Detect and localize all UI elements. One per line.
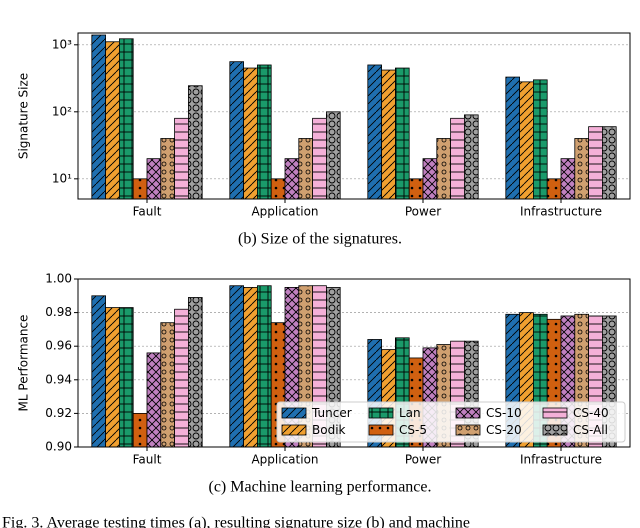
legend-label: Lan bbox=[399, 406, 421, 420]
y-tick-label: 10¹ bbox=[52, 171, 72, 185]
legend-box bbox=[276, 401, 626, 443]
y-tick-label: 0.90 bbox=[45, 440, 72, 454]
legend-label: Tuncer bbox=[311, 406, 352, 420]
x-tick-label: Infrastructure bbox=[520, 453, 602, 467]
bar bbox=[270, 178, 286, 200]
bar bbox=[560, 158, 576, 200]
bar bbox=[505, 76, 520, 200]
bar bbox=[243, 286, 258, 448]
legend-swatch bbox=[455, 407, 481, 419]
y-tick-label: 0.98 bbox=[45, 305, 72, 319]
bar bbox=[381, 69, 396, 200]
y-tick-label: 10³ bbox=[52, 37, 72, 51]
bar bbox=[105, 41, 120, 200]
legend-label: CS-All bbox=[573, 423, 608, 437]
legend-label: CS-40 bbox=[573, 406, 609, 420]
y-tick-label: 1.00 bbox=[45, 272, 72, 286]
legend-swatch bbox=[368, 407, 394, 419]
bar bbox=[533, 79, 548, 200]
caption: (c) Machine learning performance. bbox=[209, 479, 432, 496]
bar bbox=[160, 322, 176, 448]
x-tick-label: Power bbox=[405, 453, 441, 467]
y-tick-label: 0.92 bbox=[45, 406, 72, 420]
bar bbox=[588, 126, 603, 200]
y-tick-label: 10² bbox=[52, 104, 72, 118]
x-tick-label: Infrastructure bbox=[520, 205, 602, 219]
x-tick-label: Fault bbox=[133, 453, 162, 467]
bar bbox=[436, 138, 451, 200]
bar bbox=[146, 352, 162, 448]
bar bbox=[174, 308, 189, 448]
bar bbox=[394, 67, 410, 200]
x-tick-label: Application bbox=[251, 453, 318, 467]
bar bbox=[256, 285, 272, 448]
x-tick-label: Fault bbox=[133, 205, 162, 219]
bar bbox=[187, 85, 203, 200]
bar bbox=[119, 38, 134, 200]
legend-swatch bbox=[281, 424, 307, 436]
bar bbox=[422, 158, 438, 200]
y-tick-label: 0.96 bbox=[45, 339, 72, 353]
bar bbox=[91, 34, 107, 200]
legend-swatch bbox=[281, 407, 307, 419]
bar bbox=[325, 111, 341, 200]
plot-frame bbox=[77, 32, 631, 200]
bar bbox=[187, 297, 203, 448]
x-tick-label: Application bbox=[251, 205, 318, 219]
bar bbox=[229, 61, 245, 200]
figure-caption: Fig. 3. Average testing times (a), resul… bbox=[2, 515, 470, 528]
x-tick-label: Power bbox=[405, 205, 441, 219]
caption: (b) Size of the signatures. bbox=[238, 231, 402, 248]
legend-label: Bodik bbox=[312, 423, 346, 437]
bar bbox=[243, 67, 258, 200]
bar bbox=[367, 64, 382, 200]
bar bbox=[546, 178, 562, 200]
plot-frame bbox=[77, 278, 631, 448]
legend-swatch bbox=[368, 424, 394, 436]
bar bbox=[160, 138, 176, 200]
bar bbox=[312, 117, 327, 200]
bar bbox=[132, 412, 148, 448]
bar bbox=[105, 307, 120, 448]
bar bbox=[119, 307, 134, 448]
bar bbox=[298, 138, 313, 200]
bar bbox=[132, 178, 148, 200]
bar bbox=[574, 138, 589, 200]
bar bbox=[146, 158, 162, 200]
bar bbox=[463, 114, 479, 200]
legend-swatch bbox=[542, 407, 568, 419]
bar bbox=[408, 178, 424, 200]
y-tick-label: 0.94 bbox=[45, 372, 72, 386]
legend-swatch bbox=[542, 424, 568, 436]
legend-swatch bbox=[455, 424, 481, 436]
y-axis-label: ML Performance bbox=[17, 315, 31, 412]
y-axis-label: Signature Size bbox=[17, 73, 31, 159]
bar bbox=[519, 81, 534, 200]
legend-label: CS-10 bbox=[486, 406, 522, 420]
bar bbox=[174, 117, 189, 200]
bar bbox=[450, 117, 465, 200]
legend-label: CS-20 bbox=[486, 423, 522, 437]
bar bbox=[284, 158, 300, 200]
bar bbox=[602, 126, 617, 200]
bar bbox=[91, 295, 107, 448]
bar bbox=[256, 64, 272, 200]
legend-label: CS-5 bbox=[399, 423, 427, 437]
bar bbox=[229, 285, 245, 448]
